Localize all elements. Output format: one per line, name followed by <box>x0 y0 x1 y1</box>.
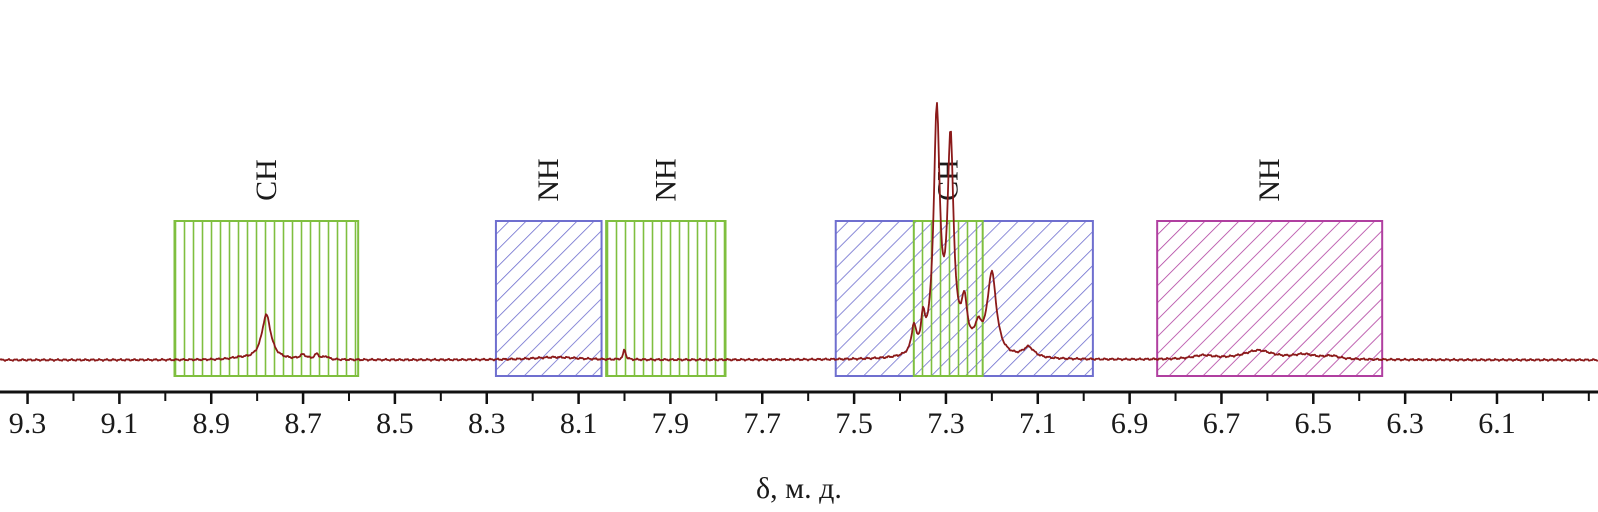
x-tick-label: 9.3 <box>9 407 47 440</box>
region-5: NH <box>1156 158 1384 377</box>
x-tick-label: 8.5 <box>376 407 414 440</box>
x-tick-label: 8.7 <box>284 407 322 440</box>
region-fill <box>606 221 726 376</box>
region-1: NH <box>494 158 603 377</box>
x-axis: 9.3 9.1 8.9 8.7 8.5 8.3 8.1 7.9 7.7 7.5 7.3 7.1 6.9 6… <box>0 390 1598 440</box>
region-label: NH <box>649 158 682 201</box>
x-tick-label: 7.7 <box>744 407 782 440</box>
x-tick-label: 6.3 <box>1386 407 1424 440</box>
region-2: NH <box>605 158 727 377</box>
x-tick-label: 7.3 <box>927 407 965 440</box>
x-tick-label: 8.1 <box>560 407 598 440</box>
region-label: NH <box>1253 158 1286 201</box>
x-tick-label: 8.3 <box>468 407 506 440</box>
x-tick-label: 9.1 <box>101 407 139 440</box>
spectrum-line <box>0 101 1598 362</box>
regions-layer: CH NH NH CH NH <box>173 158 1384 377</box>
region-fill <box>913 221 983 376</box>
x-tick-label: 6.5 <box>1295 407 1333 440</box>
region-0: CH <box>173 159 360 377</box>
region-fill <box>174 221 359 376</box>
region-border <box>494 220 603 377</box>
spectrum-layer <box>0 101 1598 362</box>
x-tick-label: 6.7 <box>1203 407 1241 440</box>
x-axis-title: δ, м. д. <box>756 472 842 505</box>
region-label: CH <box>250 159 283 201</box>
x-tick-label: 7.9 <box>652 407 690 440</box>
x-tick-label: 7.5 <box>835 407 873 440</box>
region-fill <box>495 221 602 376</box>
region-fill <box>1157 221 1383 376</box>
x-tick-label: 6.1 <box>1478 407 1516 440</box>
region-border <box>1156 220 1384 377</box>
region-border <box>605 220 727 377</box>
x-tick-label: 8.9 <box>192 407 230 440</box>
region-label: NH <box>532 158 565 201</box>
region-border <box>912 220 984 377</box>
x-tick-label: 7.1 <box>1019 407 1057 440</box>
x-tick-label: 6.9 <box>1111 407 1149 440</box>
region-border <box>173 220 360 377</box>
